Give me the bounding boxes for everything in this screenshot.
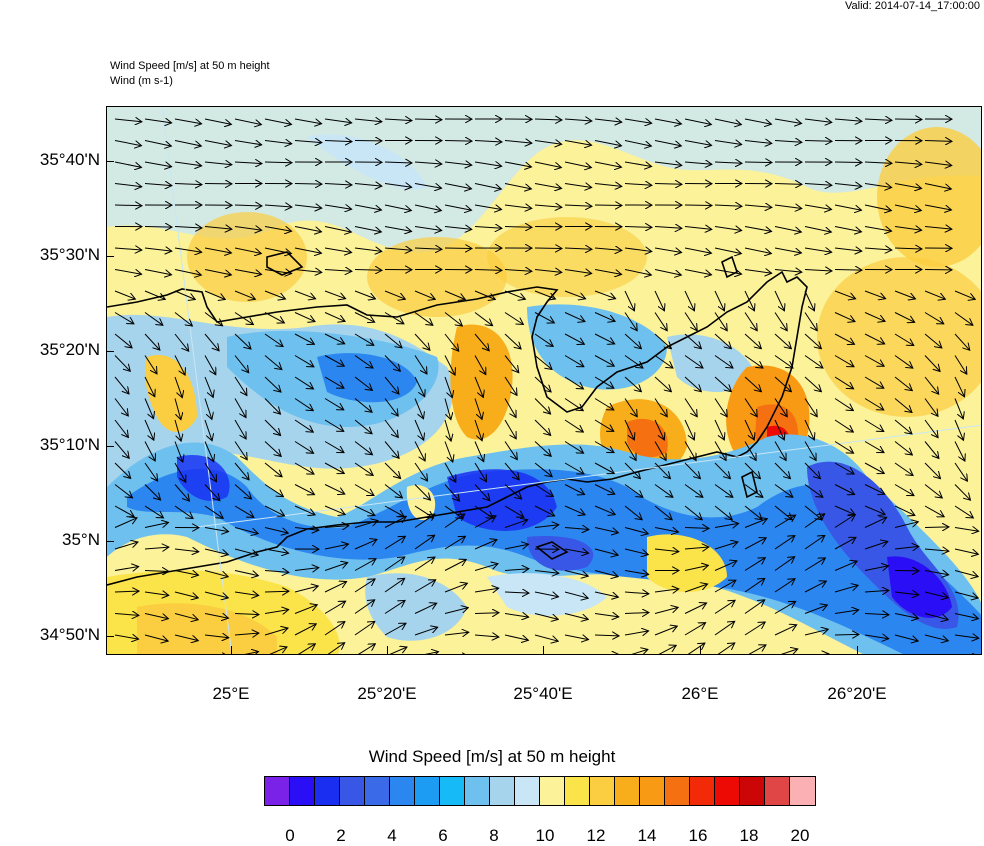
colorbar-swatch — [765, 777, 790, 805]
lat-tick — [106, 161, 114, 162]
lat-label: 35°30'N — [0, 245, 100, 265]
lon-tick — [543, 646, 544, 654]
colorbar — [264, 776, 816, 806]
wind-vector — [145, 227, 172, 228]
colorbar-label: 8 — [474, 826, 514, 846]
colorbar-swatch — [440, 777, 465, 805]
wind-vector — [835, 162, 862, 163]
lat-tick — [106, 256, 114, 257]
lat-label: 35°20'N — [0, 340, 100, 360]
colorbar-swatch — [490, 777, 515, 805]
colorbar-label: 12 — [576, 826, 616, 846]
colorbar-swatch — [615, 777, 640, 805]
colorbar-label: 18 — [729, 826, 769, 846]
plot-title: Wind Speed [m/s] at 50 m height — [110, 60, 270, 72]
valid-time: Valid: 2014-07-14_17:00:00 — [845, 0, 980, 12]
colorbar-label: 0 — [270, 826, 310, 846]
lon-label: 25°20'E — [337, 684, 437, 704]
lat-label: 34°50'N — [0, 625, 100, 645]
wind-vector — [295, 184, 322, 185]
lat-label: 35°10'N — [0, 435, 100, 455]
lon-label: 26°20'E — [807, 684, 907, 704]
wind-vector — [115, 205, 142, 206]
lon-label: 25°40'E — [493, 684, 593, 704]
lat-tick — [106, 446, 114, 447]
colorbar-title: Wind Speed [m/s] at 50 m height — [0, 747, 984, 767]
wind-vector — [265, 162, 292, 163]
colorbar-swatch — [540, 777, 565, 805]
colorbar-swatch — [465, 777, 490, 805]
colorbar-swatch — [640, 777, 665, 805]
colorbar-label: 20 — [780, 826, 820, 846]
wind-vector — [835, 270, 862, 271]
colorbar-swatch — [315, 777, 340, 805]
colorbar-swatch — [590, 777, 615, 805]
colorbar-swatch — [365, 777, 390, 805]
wind-vector — [595, 205, 622, 206]
colorbar-label: 6 — [423, 826, 463, 846]
lat-tick — [106, 541, 114, 542]
lat-tick — [106, 636, 114, 637]
colorbar-swatch — [565, 777, 590, 805]
colorbar-label: 4 — [372, 826, 412, 846]
colorbar-swatch — [665, 777, 690, 805]
colorbar-label: 10 — [525, 826, 565, 846]
wind-vector — [745, 162, 772, 163]
colorbar-swatch — [265, 777, 290, 805]
lon-label: 25°E — [181, 684, 281, 704]
wind-field — [107, 107, 982, 655]
colorbar-swatch — [715, 777, 740, 805]
wind-vector — [445, 141, 472, 142]
wind-vector — [835, 634, 859, 635]
lon-tick — [387, 646, 388, 654]
wind-vector — [925, 527, 949, 528]
wind-vector — [595, 655, 619, 656]
colorbar-swatch — [390, 777, 415, 805]
wind-vector — [445, 248, 472, 249]
colorbar-swatch — [340, 777, 365, 805]
lon-tick — [700, 646, 701, 654]
colorbar-swatch — [415, 777, 440, 805]
wind-vector — [805, 654, 829, 655]
plot-subtitle: Wind (m s-1) — [110, 75, 173, 87]
colorbar-swatch — [740, 777, 765, 805]
wind-vector — [535, 248, 562, 249]
colorbar-swatch — [290, 777, 315, 805]
colorbar-label: 16 — [678, 826, 718, 846]
lat-label: 35°40'N — [0, 150, 100, 170]
colorbar-label: 2 — [321, 826, 361, 846]
lon-label: 26°E — [650, 684, 750, 704]
colorbar-swatch — [690, 777, 715, 805]
map-panel[interactable] — [106, 106, 982, 655]
wind-vector — [685, 205, 712, 206]
colorbar-swatch — [515, 777, 540, 805]
wind-vector — [415, 119, 442, 120]
lon-tick — [231, 646, 232, 654]
lon-tick — [857, 646, 858, 654]
lat-label: 35°N — [0, 530, 100, 550]
colorbar-label: 14 — [627, 826, 667, 846]
colorbar-swatch — [790, 777, 815, 805]
wind-vector — [895, 119, 922, 120]
lat-tick — [106, 351, 114, 352]
